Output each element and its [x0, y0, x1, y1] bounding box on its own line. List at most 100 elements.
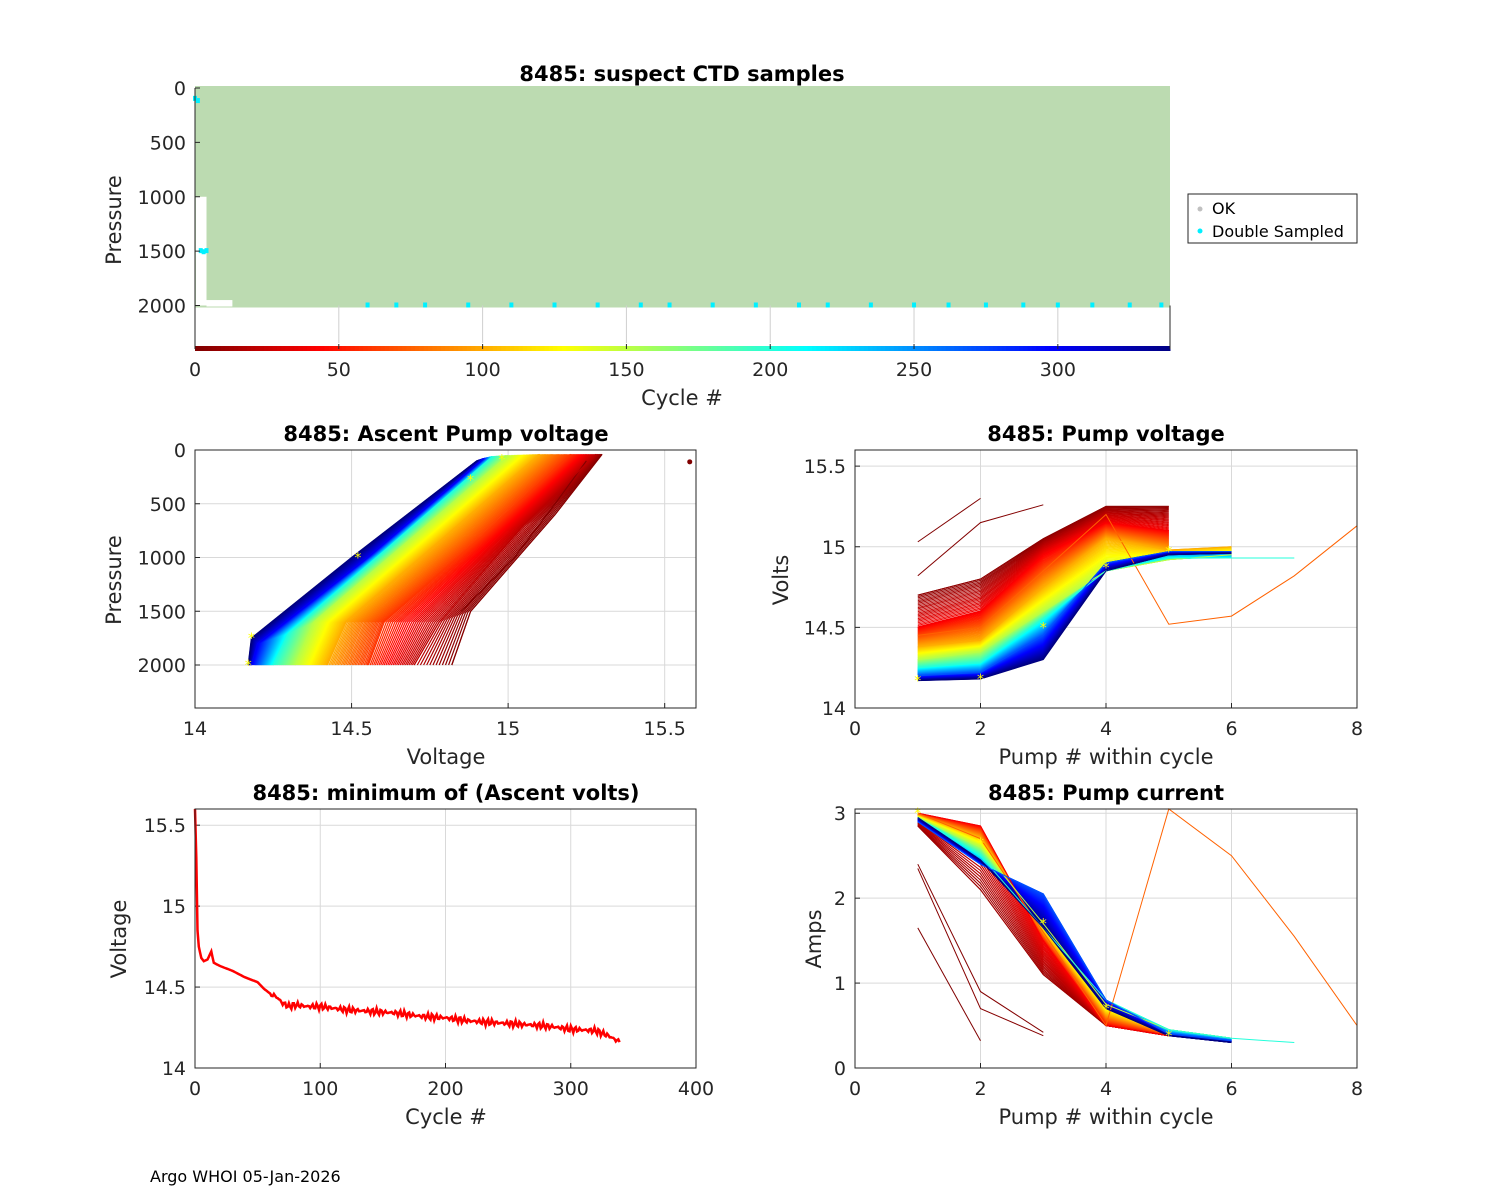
cycle-color-key — [453, 346, 459, 351]
y-tick-label: 15 — [162, 896, 186, 918]
cycle-color-key — [294, 346, 300, 351]
cycle-color-key — [1006, 346, 1011, 351]
cycle-color-key — [501, 346, 507, 351]
y-tick-label: 2000 — [138, 655, 186, 677]
double-sampled-point — [1159, 302, 1164, 308]
y-tick-label: 1000 — [138, 187, 186, 209]
cycle-line — [411, 453, 596, 666]
star-marker: * — [1165, 545, 1172, 561]
cycle-color-key — [1118, 346, 1124, 351]
cycle-color-key — [660, 346, 666, 351]
cycle-color-key — [729, 346, 735, 351]
cycle-line — [378, 453, 578, 666]
cycle-color-key — [1075, 346, 1080, 351]
x-tick-label: 300 — [1040, 359, 1076, 381]
cycle-color-key — [1126, 346, 1132, 351]
cycle-color-key — [350, 346, 356, 351]
cycle-color-key — [880, 346, 886, 351]
cycle-color-key — [958, 346, 964, 351]
cycle-color-key — [509, 346, 515, 351]
cycle-color-key — [402, 346, 407, 351]
cycle-color-key — [807, 346, 813, 351]
cycle-color-key — [622, 346, 627, 351]
cycle-color-key — [514, 346, 520, 351]
double-sampled-point — [365, 302, 370, 308]
cycle-color-key — [1165, 346, 1171, 351]
cycle-line — [362, 453, 568, 666]
cycle-line — [351, 453, 560, 666]
cycle-line — [380, 453, 579, 666]
cycle-line — [306, 454, 521, 666]
cycle-color-key — [993, 346, 998, 351]
cycle-line-2 — [451, 453, 603, 666]
cycle-line — [917, 514, 1169, 614]
cycle-color-key — [367, 346, 373, 351]
star-marker: * — [914, 806, 921, 822]
cycle-line — [330, 453, 543, 666]
cycle-color-key — [436, 346, 442, 351]
cycle-line — [336, 453, 548, 666]
cycle-line — [917, 821, 1232, 1042]
cycle-line — [917, 521, 1169, 626]
cycle-color-key — [941, 346, 947, 351]
cycle-color-key — [216, 346, 222, 351]
cycle-color-key — [751, 346, 757, 351]
cycle-color-key — [376, 346, 382, 351]
cycle-color-key — [949, 346, 955, 351]
min-voltage-line — [193, 808, 621, 1044]
cycle-line — [416, 453, 597, 666]
cycle-color-key — [548, 346, 554, 351]
cycle-color-key — [686, 346, 692, 351]
cycle-line — [348, 453, 558, 666]
plot-area: 0 100 200 300 400 14 14.5 15 15.5 — [144, 808, 714, 1100]
cycle-line — [359, 453, 566, 666]
x-tick-label: 15 — [496, 718, 520, 740]
cycle-color-key — [220, 346, 226, 351]
cycle-color-key — [829, 346, 834, 351]
cycle-line — [917, 821, 1232, 1042]
y-tick-label: 15 — [822, 537, 846, 559]
cycle-color-key — [1161, 346, 1167, 351]
panel-minimum-ascent-volts: 8485: minimum of (Ascent volts) 0 100 200 3… — [107, 781, 714, 1129]
cycle-color-key — [238, 346, 243, 351]
cycle-color-key — [1001, 346, 1007, 351]
cycle-color-key — [613, 346, 619, 351]
cycle-color-key — [1152, 346, 1158, 351]
cycle-line — [917, 519, 1169, 622]
cycle-line — [308, 454, 522, 666]
y-axis-label: Volts — [769, 555, 793, 606]
cycle-color-key — [725, 346, 731, 351]
cycle-line — [917, 510, 1169, 604]
cycle-line-339 — [917, 817, 1232, 1043]
cycle-color-key — [1062, 346, 1067, 351]
cycle-color-key — [643, 346, 649, 351]
cycle-color-key — [600, 346, 606, 351]
cycle-color-key — [885, 346, 891, 351]
cycle-color-key — [820, 346, 826, 351]
cycle-color-key — [423, 346, 429, 351]
cycle-color-key — [1144, 346, 1149, 351]
cycle-color-key — [1040, 346, 1046, 351]
cycle-color-key — [466, 346, 472, 351]
cycle-color-key — [566, 346, 571, 351]
cycle-line — [385, 453, 582, 666]
cycle-line — [357, 453, 565, 666]
cycle-color-key — [1088, 346, 1093, 351]
cycle-color-key — [872, 346, 878, 351]
cycle-color-key — [462, 346, 468, 351]
cycle-line — [328, 453, 542, 666]
cycle-color-key — [971, 346, 977, 351]
cycle-color-key — [315, 346, 321, 351]
cycle-color-key — [371, 346, 377, 351]
cycle-color-key — [1014, 346, 1020, 351]
axes-frame — [194, 449, 697, 709]
cycle-color-key — [484, 346, 489, 351]
cycle-line — [343, 453, 554, 666]
double-sampled-point — [753, 302, 758, 308]
cycle-color-key — [535, 346, 541, 351]
cycle-line — [917, 516, 1169, 617]
cycle-color-key — [272, 346, 278, 351]
cycle-color-key — [203, 346, 209, 351]
cycle-color-key — [647, 346, 653, 351]
cycle-line — [396, 453, 587, 666]
